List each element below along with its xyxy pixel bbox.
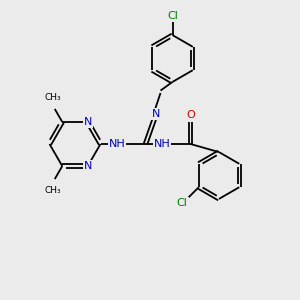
Text: CH₃: CH₃: [45, 93, 62, 102]
Text: N: N: [152, 109, 160, 119]
Text: O: O: [186, 110, 195, 121]
Text: CH₃: CH₃: [45, 186, 62, 195]
Text: N: N: [84, 117, 92, 127]
Text: Cl: Cl: [167, 11, 178, 21]
Text: N: N: [84, 161, 92, 171]
Text: NH: NH: [109, 139, 125, 149]
Text: NH: NH: [154, 139, 170, 149]
Text: Cl: Cl: [177, 198, 188, 208]
